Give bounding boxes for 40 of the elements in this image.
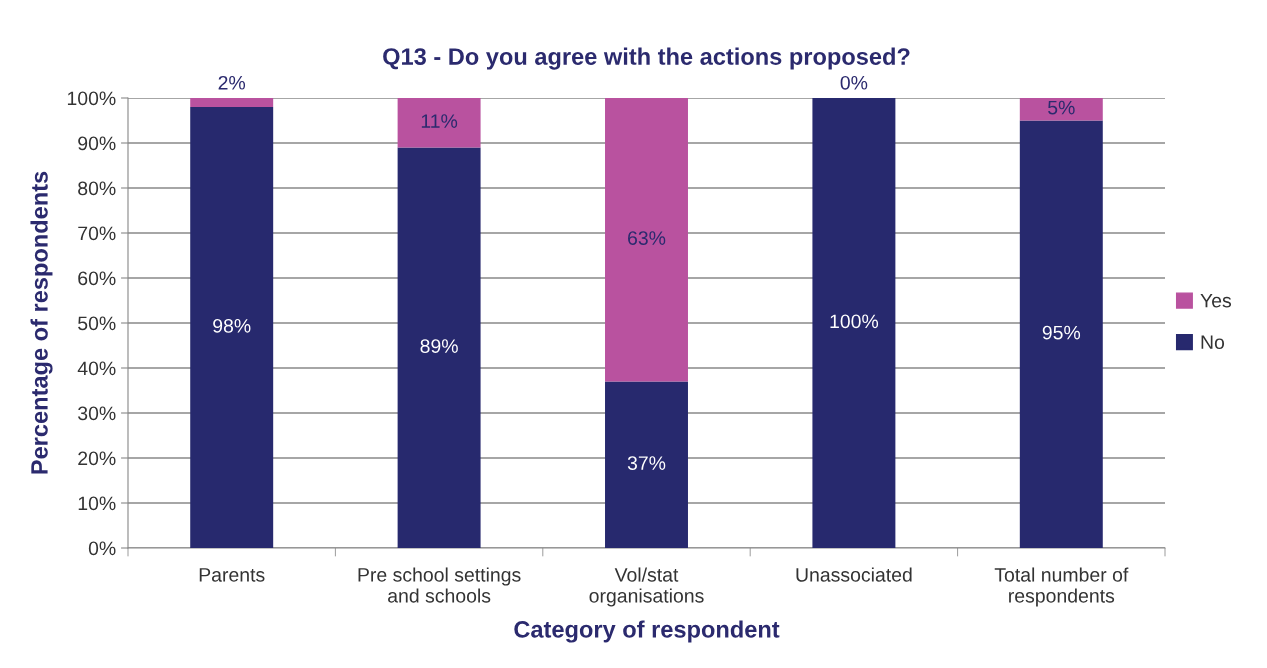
data-label: 37% [627,456,666,470]
y-tick-label: 60% [78,271,116,286]
bar [190,107,274,548]
y-tick-label: 0% [88,541,116,556]
data-label: 100% [830,314,879,329]
data-label: 11% [421,114,458,128]
y-axis-title: Percentage of respondents [30,171,53,474]
data-label: 0% [840,75,868,90]
bar [605,98,688,382]
x-tick-label: Total number of respondents [994,567,1129,607]
bar [605,381,688,548]
x-tick-label: Unassociated [796,567,912,582]
y-tick-label: 50% [78,316,116,331]
y-tick-label: 100% [67,91,116,106]
legend-label: No [1201,335,1225,350]
y-tick-label: 90% [78,136,116,151]
data-label: 2% [218,75,246,90]
bar [1019,120,1103,548]
y-tick-label: 40% [77,361,116,376]
bar [397,98,481,148]
data-label: 98% [213,318,251,333]
y-tick-label: 10% [78,496,116,511]
x-tick-label: Pre school settings and schools [358,567,521,603]
data-label: 89% [420,339,458,353]
y-tick-label: 20% [78,451,116,466]
data-label: 5% [1048,100,1075,115]
y-tick-label: 80% [78,181,116,196]
bar [812,98,896,548]
bar [1019,98,1103,121]
x-tick-label: Parents [199,568,265,582]
x-axis-title: Category of respondent [514,620,780,643]
bar [190,98,274,107]
legend-label: Yes [1200,293,1232,308]
data-label: 95% [1042,325,1081,340]
chart-title: Q13 - Do you agree with the actions proposed? [383,47,910,70]
x-tick-label: Vol/stat organisations [589,567,704,607]
data-label: 63% [628,231,666,245]
y-tick-label: 70% [78,226,116,241]
bar [397,147,481,548]
y-tick-label: 30% [78,406,116,421]
